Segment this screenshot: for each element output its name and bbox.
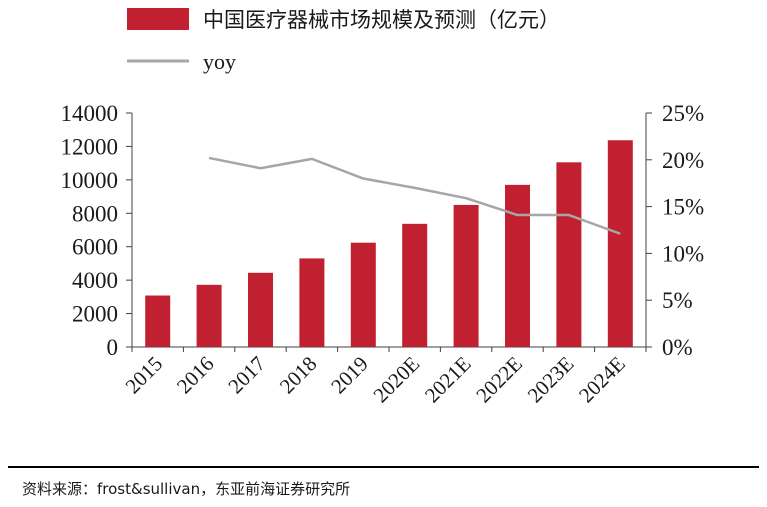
x-axis-tick-labels: 2015 2016 2017 2018 20192020E2021E2022E2023E… (121, 352, 630, 408)
bar-2020E (402, 223, 428, 347)
left-axis-tick-label: 6000 (72, 235, 118, 260)
x-axis-tick-label: 2020E (368, 352, 424, 408)
left-axis-tick-label: 12000 (61, 134, 119, 159)
yoy-line (208, 156, 621, 235)
bar-2015 (145, 295, 171, 347)
right-axis-tick-label: 10% (662, 241, 704, 266)
x-axis-tick-label: 2019 (326, 352, 373, 399)
left-axis-tick-labels: 0 2000 4000 6000 8000 10000 12000 14000 (61, 101, 119, 360)
x-axis-tick-label: 2018 (275, 352, 322, 399)
left-axis-tick-label: 14000 (61, 101, 119, 126)
left-axis-tick-label: 2000 (72, 302, 118, 327)
right-axis-tick-labels: 0% 5% 10% 15% 20% 25% (662, 101, 704, 360)
legend: 中国医疗器械市场规模及预测（亿元） yoy (127, 8, 560, 74)
right-axis-tick-label: 15% (662, 195, 704, 220)
bar-2023E (556, 162, 582, 347)
x-axis-tick-label: 2016 (172, 352, 219, 399)
legend-line-label: yoy (203, 49, 236, 74)
x-axis-tick-label: 2015 (121, 352, 168, 399)
x-axis-tick-label: 2017 (223, 352, 270, 399)
bar-2019 (350, 242, 376, 347)
source-note: 资料来源：frost&sullivan，东亚前海证券研究所 (22, 480, 350, 498)
right-axis-tick-label: 0% (662, 335, 693, 360)
left-axis-tick-label: 4000 (72, 268, 118, 293)
bar-2021E (453, 204, 479, 347)
line-series (208, 156, 621, 235)
bar-2022E (505, 184, 530, 347)
bar-series (145, 140, 633, 347)
right-axis-tick-label: 5% (662, 288, 693, 313)
bar-2017 (248, 272, 273, 347)
bar-2024E (607, 140, 633, 347)
x-axis-tick-label: 2024E (574, 352, 630, 408)
right-axis-tick-label: 25% (662, 101, 704, 126)
x-axis-tick-label: 2021E (420, 352, 476, 408)
legend-bar-label: 中国医疗器械市场规模及预测（亿元） (203, 8, 560, 32)
left-axis-tick-label: 10000 (61, 168, 119, 193)
x-axis-tick-label: 2023E (523, 352, 579, 408)
x-axis-tick-label: 2022E (471, 352, 527, 408)
left-axis-tick-label: 8000 (72, 201, 118, 226)
right-axis-tick-label: 20% (662, 148, 704, 173)
bar-2018 (299, 258, 325, 347)
bar-2016 (196, 284, 222, 347)
legend-bar-swatch (127, 8, 189, 30)
left-axis-tick-label: 0 (107, 335, 119, 360)
